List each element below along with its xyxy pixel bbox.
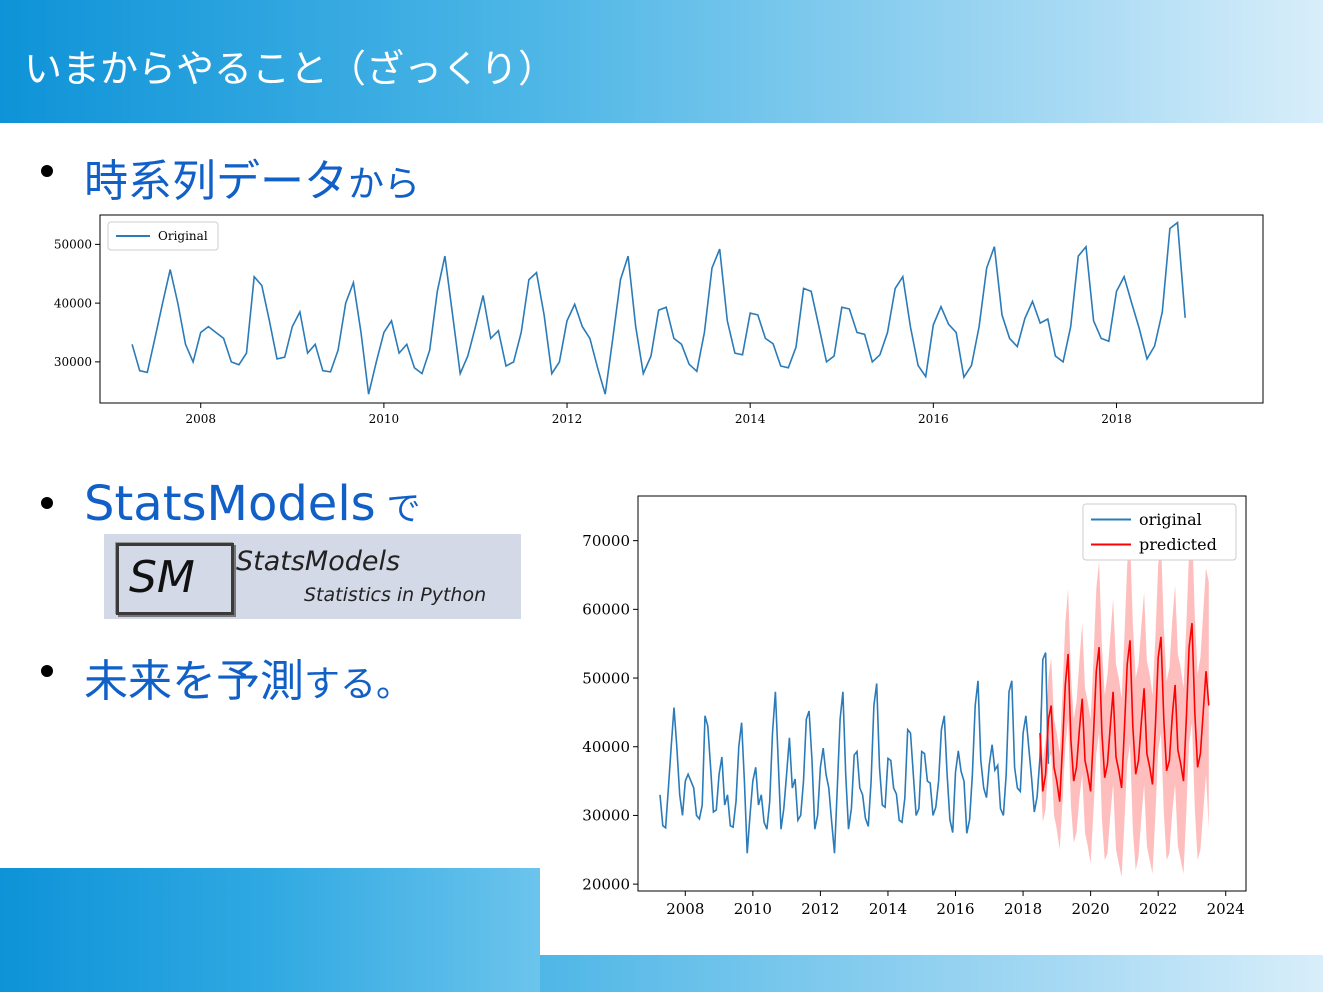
bullet-tail-text: で xyxy=(375,489,421,529)
legend-box xyxy=(107,221,219,251)
y-tick-label: 30000 xyxy=(54,355,92,369)
x-tick-label: 2022 xyxy=(1139,900,1177,918)
x-tick-label: 2012 xyxy=(801,900,839,918)
logo-frame: SM xyxy=(116,543,234,615)
statsmodels-logo: SM StatsModels Statistics in Python xyxy=(104,534,521,619)
bullet-statsmodels: StatsModels で xyxy=(84,476,420,532)
original-series-plot: 30000 40000 50000 2008 2010 2012 2014 2016 2018 O… xyxy=(54,214,1264,426)
y-tick-label: 50000 xyxy=(54,238,92,252)
legend-label-original: original xyxy=(1139,510,1202,529)
plot-frame xyxy=(99,214,1264,404)
x-tick-label: 2014 xyxy=(869,900,907,918)
x-tick-label: 2024 xyxy=(1207,900,1245,918)
y-tick-label: 20000 xyxy=(582,875,630,893)
original-series-chart: 30000 40000 50000 2008 2010 2012 2014 2016 2018 O… xyxy=(40,205,1280,435)
bullet-main-text: 未来を予測 xyxy=(84,656,304,707)
x-tick-label: 2008 xyxy=(666,900,704,918)
slide-header: いまからやること（ざっくり） xyxy=(0,0,1323,123)
bullet-main-text: 時系列データ xyxy=(84,156,348,207)
bullet-dot xyxy=(41,165,53,177)
y-tick-label: 50000 xyxy=(582,669,630,687)
logo-tagline: Statistics in Python xyxy=(304,584,487,606)
x-tick-label: 2010 xyxy=(369,412,400,426)
x-tick-label: 2018 xyxy=(1101,412,1132,426)
legend-label-predicted: predicted xyxy=(1139,535,1217,554)
x-tick-label: 2010 xyxy=(734,900,772,918)
forecast-plot: 20000 30000 40000 50000 60000 70000 2008 2010 20… xyxy=(582,495,1247,918)
legend-label-original: Original xyxy=(158,229,208,243)
bullet-main-text: StatsModels xyxy=(84,476,376,532)
bullet-tail-text: する。 xyxy=(304,664,413,705)
y-tick-label: 40000 xyxy=(582,738,630,756)
logo-letters: SM xyxy=(129,552,195,603)
series-line-original xyxy=(659,652,1050,854)
series-line-predicted xyxy=(1039,623,1210,802)
logo-name: StatsModels xyxy=(236,546,401,577)
x-tick-label: 2008 xyxy=(185,412,216,426)
footer-block xyxy=(0,868,540,992)
confidence-band xyxy=(1040,523,1209,878)
x-tick-label: 2018 xyxy=(1004,900,1042,918)
x-tick-label: 2012 xyxy=(552,412,583,426)
forecast-chart: 20000 30000 40000 50000 60000 70000 2008 2010 20… xyxy=(540,478,1290,948)
bullet-time-series: 時系列データから xyxy=(84,145,420,209)
y-tick-label: 70000 xyxy=(582,532,630,550)
x-tick-label: 2014 xyxy=(735,412,766,426)
series-line-original xyxy=(131,221,1186,395)
plot-frame xyxy=(637,495,1247,892)
y-tick-label: 40000 xyxy=(54,296,92,310)
y-tick-label: 60000 xyxy=(582,601,630,619)
slide-title: いまからやること（ざっくり） xyxy=(24,47,557,91)
x-tick-label: 2016 xyxy=(918,412,949,426)
bullet-tail-text: から xyxy=(348,164,421,205)
bullet-dot xyxy=(41,497,53,509)
legend-box xyxy=(1082,503,1237,561)
y-tick-label: 30000 xyxy=(582,807,630,825)
bullet-dot xyxy=(41,665,53,677)
x-tick-label: 2020 xyxy=(1072,900,1110,918)
bullet-forecast: 未来を予測する。 xyxy=(84,645,412,709)
x-tick-label: 2016 xyxy=(936,900,974,918)
